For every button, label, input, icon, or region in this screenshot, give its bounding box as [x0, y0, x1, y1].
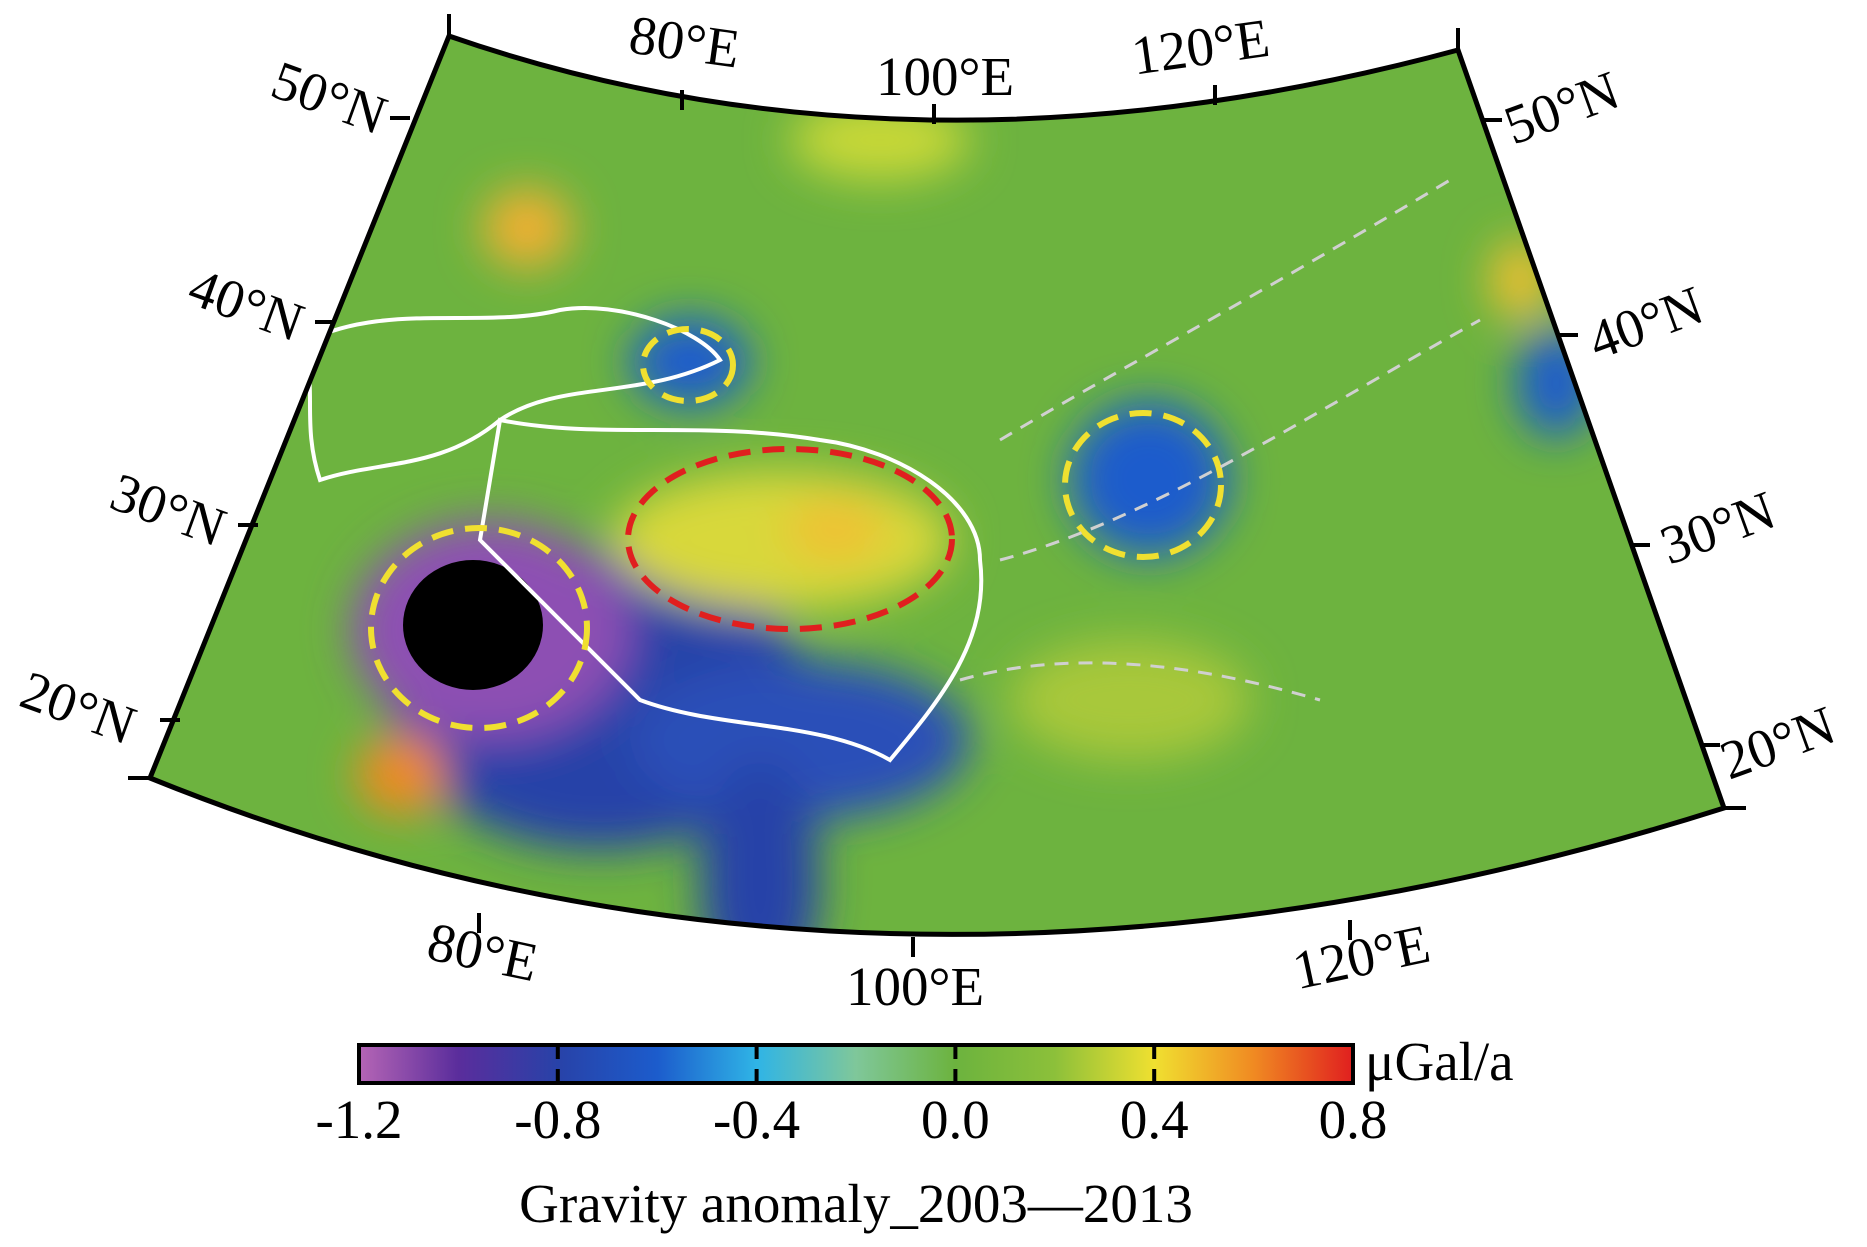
colorbar-title: Gravity anomaly_2003—2013	[519, 1173, 1193, 1234]
lat-label: 30°N	[103, 461, 234, 558]
lat-label: 50°N	[1496, 59, 1627, 156]
colorbar-unit: μGal/a	[1365, 1031, 1514, 1092]
lon-label: 120°E	[1128, 7, 1273, 87]
lat-label: 40°N	[1580, 274, 1711, 371]
colorbar-tick-label: -0.4	[713, 1089, 800, 1150]
lat-label: 20°N	[1712, 694, 1843, 791]
frame-ticks	[128, 14, 1746, 957]
map-field	[150, 36, 1724, 935]
lat-label: 30°N	[1652, 479, 1783, 576]
colorbar-tick-label: 0.0	[921, 1089, 990, 1150]
colorbar-tick-label: 0.4	[1120, 1089, 1189, 1150]
lat-label: 50°N	[264, 49, 395, 146]
lat-label: 40°N	[181, 256, 312, 353]
lon-label: 80°E	[422, 911, 543, 994]
lon-label: 100°E	[876, 46, 1014, 107]
lon-label: 100°E	[846, 956, 984, 1017]
lon-label: 120°E	[1287, 913, 1435, 1001]
lon-label: 80°E	[626, 4, 744, 80]
colorbar	[357, 1043, 1355, 1085]
map-frame	[146, 32, 1728, 937]
colorbar-tick-label: 0.8	[1319, 1089, 1388, 1150]
lat-label: 20°N	[13, 659, 144, 756]
colorbar-tick-label: -0.8	[514, 1089, 601, 1150]
colorbar-tick-label: -1.2	[315, 1089, 402, 1150]
